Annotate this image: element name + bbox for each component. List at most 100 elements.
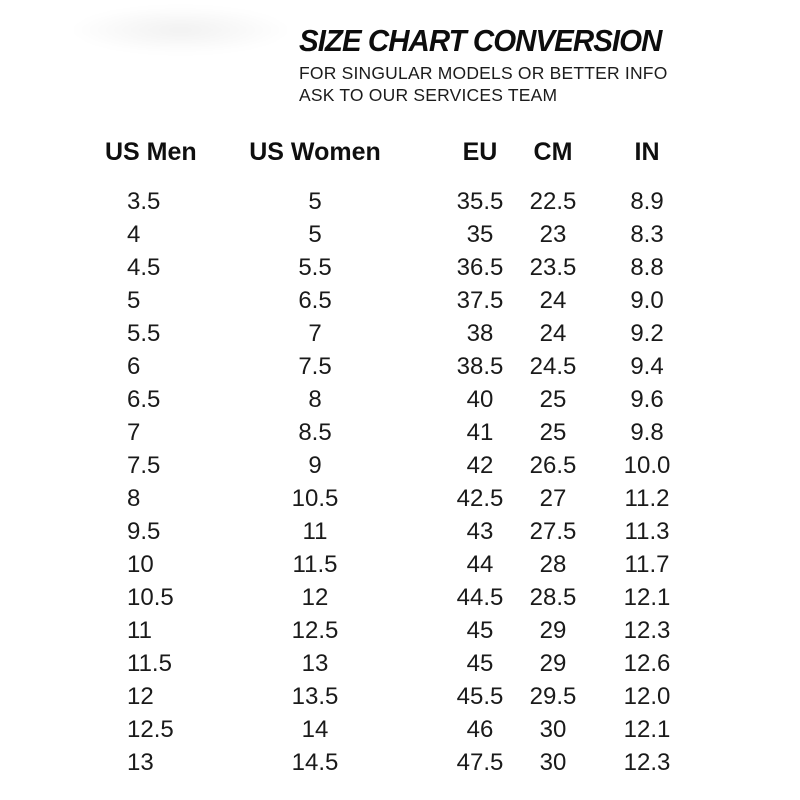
table-cell: 6.5	[127, 386, 161, 413]
table-cell: 5.5	[127, 320, 161, 347]
column-header-us-women: US Women	[249, 138, 381, 166]
table-cell: 5	[308, 188, 322, 215]
table-cell: 8.9	[630, 188, 664, 215]
table-cell: 44	[466, 551, 494, 578]
table-cell: 7.5	[298, 353, 332, 380]
table-cell: 37.5	[456, 287, 504, 314]
table-cell: 25	[539, 419, 567, 446]
table-cell: 29	[539, 650, 567, 677]
table-cell: 46	[466, 716, 494, 743]
table-cell: 11.5	[292, 551, 338, 578]
table-cell: 5	[127, 287, 141, 314]
table-cell: 12.3	[623, 749, 671, 776]
table-cell: 12.0	[623, 683, 671, 710]
size-conversion-table: US Men US Women EU CM IN 3.5 5 35.5 22.5 8.9…	[105, 130, 704, 779]
table-cell: 8.8	[630, 254, 664, 281]
table-cell: 45	[466, 617, 494, 644]
table-cell: 30	[539, 749, 567, 776]
table-cell: 9.6	[630, 386, 664, 413]
table-cell: 9.5	[127, 518, 161, 545]
table-cell: 44.5	[456, 584, 504, 611]
table-cell: 9.8	[630, 419, 664, 446]
table-cell: 12.5	[127, 716, 174, 743]
table-cell: 12.6	[623, 650, 671, 677]
table-cell: 24.5	[529, 353, 577, 380]
table-cell: 11.7	[624, 551, 670, 578]
table-cell: 42	[466, 452, 494, 479]
table-cell: 22.5	[529, 188, 577, 215]
table-cell: 12	[301, 584, 329, 611]
table-cell: 7.5	[127, 452, 161, 479]
table-cell: 13	[127, 749, 154, 776]
column-header-cm: CM	[533, 138, 573, 166]
table-cell: 9.2	[630, 320, 664, 347]
table-cell: 12.1	[623, 716, 671, 743]
table-cell: 5.5	[298, 254, 332, 281]
table-cell: 38.5	[456, 353, 504, 380]
table-cell: 27	[539, 485, 567, 512]
table-cell: 45	[466, 650, 494, 677]
table-cell: 29	[539, 617, 567, 644]
table-cell: 42.5	[456, 485, 504, 512]
page-subtitle: FOR SINGULAR MODELS OR BETTER INFO ASK T…	[299, 62, 680, 106]
table-cell: 23	[539, 221, 567, 248]
table-cell: 7	[127, 419, 141, 446]
table-cell: 7	[308, 320, 322, 347]
header-block: SIZE CHART CONVERSION FOR SINGULAR MODEL…	[299, 22, 680, 106]
table-cell: 3.5	[127, 188, 161, 215]
table-cell: 8	[127, 485, 141, 512]
table-cell: 8.5	[298, 419, 332, 446]
table-cell: 38	[466, 320, 494, 347]
table-cell: 8.3	[630, 221, 664, 248]
column-header-us-men: US Men	[105, 138, 197, 166]
table-cell: 6	[127, 353, 141, 380]
table-cell: 10.0	[623, 452, 671, 479]
table-cell: 35.5	[456, 188, 504, 215]
table-cell: 23.5	[529, 254, 577, 281]
table-cell: 36.5	[456, 254, 504, 281]
table-cell: 9.4	[630, 353, 664, 380]
column-header-in: IN	[634, 138, 660, 166]
table-cell: 47.5	[456, 749, 504, 776]
subtitle-line-1: FOR SINGULAR MODELS OR BETTER INFO	[299, 63, 668, 83]
table-cell: 24	[539, 320, 567, 347]
table-cell: 24	[539, 287, 567, 314]
table-cell: 11	[302, 518, 328, 545]
table-cell: 14	[301, 716, 329, 743]
table-cell: 5	[308, 221, 322, 248]
table-cell: 27.5	[529, 518, 577, 545]
table-cell: 13.5	[291, 683, 339, 710]
faded-watermark-smudge	[68, 6, 293, 54]
table-cell: 28	[539, 551, 567, 578]
table-cell: 11.3	[624, 518, 670, 545]
table-cell: 45.5	[456, 683, 504, 710]
table-cell: 10.5	[127, 584, 174, 611]
table-cell: 12.1	[623, 584, 671, 611]
table-cell: 11.5	[127, 650, 172, 677]
table-cell: 8	[308, 386, 322, 413]
subtitle-line-2: ASK TO OUR SERVICES TEAM	[299, 85, 558, 105]
page-title: SIZE CHART CONVERSION	[299, 23, 662, 58]
table-cell: 9.0	[630, 287, 664, 314]
table-cell: 6.5	[298, 287, 332, 314]
table-cell: 9	[308, 452, 322, 479]
table-cell: 41	[466, 419, 494, 446]
table-cell: 4.5	[127, 254, 161, 281]
table-cell: 43	[466, 518, 494, 545]
table-cell: 11.2	[624, 485, 670, 512]
table-cell: 12.5	[291, 617, 339, 644]
table-cell: 25	[539, 386, 567, 413]
table-cell: 10	[127, 551, 154, 578]
table-cell: 4	[127, 221, 141, 248]
column-header-eu: EU	[462, 138, 498, 166]
table-cell: 10.5	[291, 485, 339, 512]
table-cell: 30	[539, 716, 567, 743]
table-cell: 13	[301, 650, 329, 677]
table-cell: 40	[466, 386, 494, 413]
table-cell: 12.3	[623, 617, 671, 644]
table-cell: 29.5	[529, 683, 577, 710]
table-cell: 11	[127, 617, 152, 644]
table-cell: 14.5	[291, 749, 339, 776]
table-cell: 28.5	[529, 584, 577, 611]
table-cell: 35	[466, 221, 494, 248]
